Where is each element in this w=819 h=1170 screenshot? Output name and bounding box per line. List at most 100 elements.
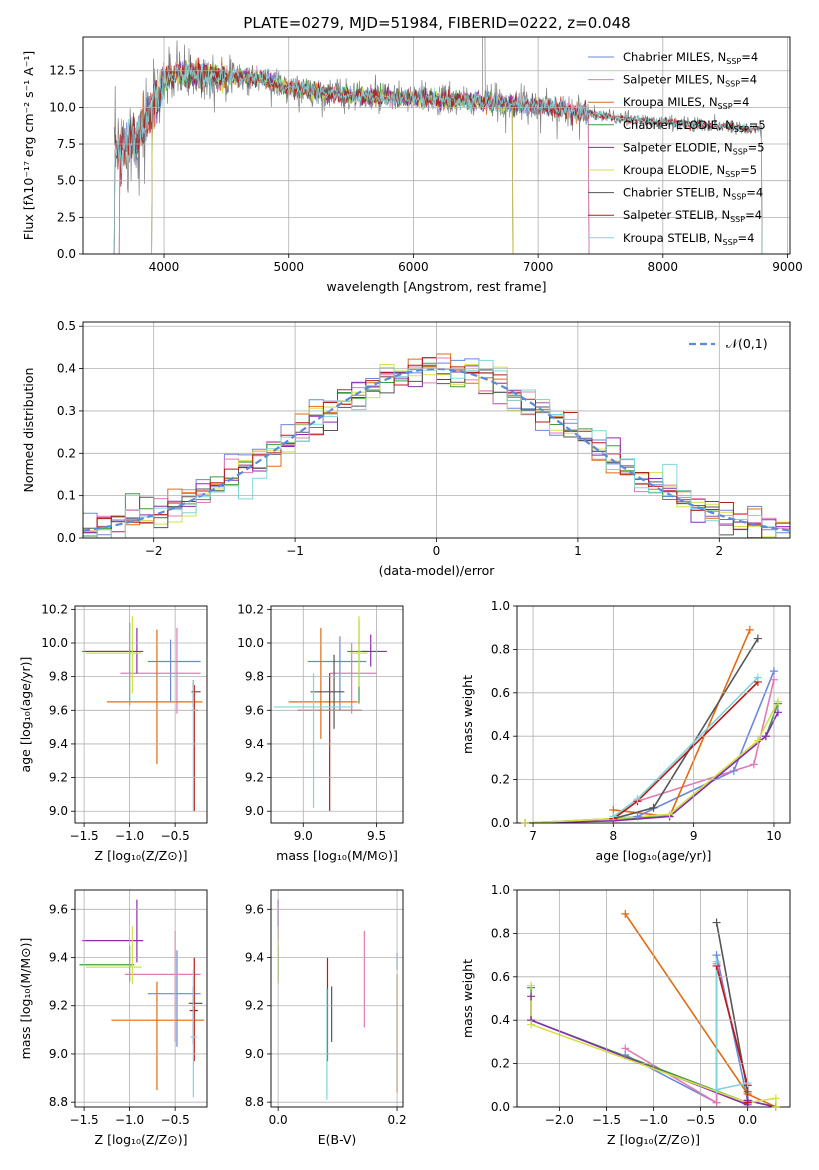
y-tick-label: 0.6 xyxy=(491,686,510,700)
mass-weight-marker xyxy=(773,708,782,717)
mass-weight-marker xyxy=(527,992,536,1001)
y-tick-label: 0.2 xyxy=(491,773,510,787)
y-tick-label: 9.0 xyxy=(245,1047,264,1061)
y-tick-label: 9.6 xyxy=(245,902,264,916)
x-tick-label: 5000 xyxy=(273,260,304,274)
x-tick-label: 7 xyxy=(529,829,537,843)
y-tick-label: 0.5 xyxy=(57,319,76,333)
y-axis-label: mass weight xyxy=(460,675,475,754)
y-tick-label: 0.0 xyxy=(57,531,76,545)
y-axis-label: age [log₁₀(age/yr)] xyxy=(18,657,33,773)
mass-weight-marker xyxy=(712,1098,721,1107)
x-tick-label: −1.5 xyxy=(70,1113,99,1127)
y-axis-label: Normed distribution xyxy=(21,368,36,493)
plot-area xyxy=(79,899,205,1098)
y-tick-label: 9.2 xyxy=(49,999,68,1013)
mass-weight-marker xyxy=(633,795,642,804)
y-tick-label: 9.2 xyxy=(245,999,264,1013)
mass-weight-marker xyxy=(729,766,738,775)
x-tick-label: −2 xyxy=(145,544,163,558)
mass-weight-marker xyxy=(712,918,721,927)
x-tick-label: −0.5 xyxy=(161,1113,190,1127)
axes-frame xyxy=(270,605,404,824)
x-tick-label: 4000 xyxy=(149,260,180,274)
y-tick-label: 9.6 xyxy=(49,902,68,916)
x-tick-label: −1.5 xyxy=(70,829,99,843)
y-axis-label: Flux [fλ10⁻¹⁷ erg cm⁻² s⁻¹ A⁻¹] xyxy=(21,51,36,240)
y-tick-label: 10.2 xyxy=(237,602,264,616)
mass-weight-marker xyxy=(665,810,674,819)
y-tick-label: 9.4 xyxy=(49,951,68,965)
legend-entry: Kroupa ELODIE, NSSP=5 xyxy=(623,163,757,179)
y-tick-label: 1.0 xyxy=(491,599,510,613)
y-tick-label: 9.2 xyxy=(245,771,264,785)
x-axis-label: E(B-V) xyxy=(318,1132,357,1147)
x-tick-label: −0.5 xyxy=(161,829,190,843)
panel-residuals: −2 −1 0 1 2 0.0 0.1 0.2 0.3 0.4 0.5 (data-model)/er… xyxy=(21,319,791,578)
x-tick-label: −1.0 xyxy=(115,1113,144,1127)
y-tick-label: 0.4 xyxy=(57,362,76,376)
mass-weight-marker xyxy=(521,819,530,827)
x-tick-label: 9.0 xyxy=(294,829,313,843)
axes-frame xyxy=(74,889,208,1108)
x-tick-label: 1 xyxy=(574,544,582,558)
axes-frame xyxy=(516,889,791,1108)
x-tick-label: 8000 xyxy=(648,260,679,274)
mass-weight-marker xyxy=(712,1085,721,1094)
y-tick-label: 1.0 xyxy=(491,883,510,897)
mass-weight-marker xyxy=(712,957,721,966)
legend-entry: Kroupa MILES, NSSP=4 xyxy=(623,95,749,111)
y-tick-label: 0.4 xyxy=(491,1013,510,1027)
x-axis-label: mass [log₁₀(M/M⊙)] xyxy=(276,848,398,863)
y-tick-label: 9.4 xyxy=(245,737,264,751)
y-tick-label: 8.8 xyxy=(49,1095,68,1109)
y-tick-label: 9.6 xyxy=(49,703,68,717)
x-axis-label: wavelength [Angstrom, rest frame] xyxy=(326,279,546,294)
x-tick-label: 0 xyxy=(433,544,441,558)
panel-mass_weight_vs_Z: −2.0 −1.5 −1.0 −0.5 0.0 0.0 0.2 0.4 0.6 0.8 1.0 Z [… xyxy=(460,883,791,1147)
mass-weight-marker xyxy=(621,1044,630,1053)
x-tick-label: 0.0 xyxy=(738,1113,757,1127)
panel-mass_vs_Z: −1.5 −1.0 −0.5 8.8 9.0 9.2 9.4 9.6 Z [log₁₀(Z/Z⊙… xyxy=(18,889,208,1147)
x-tick-label: 6000 xyxy=(398,260,429,274)
y-tick-label: 12.5 xyxy=(49,64,76,78)
x-axis-label: age [log₁₀(age/yr)] xyxy=(596,848,712,863)
plot-area xyxy=(277,899,398,1100)
y-tick-label: 0.6 xyxy=(491,970,510,984)
y-tick-label: 9.0 xyxy=(49,804,68,818)
y-tick-label: 0.4 xyxy=(491,729,510,743)
mass-weight-marker xyxy=(745,625,754,634)
legend-entry: Salpeter ELODIE, NSSP=5 xyxy=(623,140,765,156)
axes-frame xyxy=(82,36,791,255)
y-tick-label: 2.5 xyxy=(57,210,76,224)
x-tick-label: 9000 xyxy=(772,260,803,274)
x-tick-label: −1.0 xyxy=(639,1113,668,1127)
x-axis-label: Z [log₁₀(Z/Z⊙)] xyxy=(607,1132,700,1147)
legend-entry: Chabrier ELODIE, NSSP=5 xyxy=(623,118,766,134)
x-tick-label: −2.0 xyxy=(545,1113,574,1127)
x-tick-label: 2 xyxy=(715,544,723,558)
y-tick-label: 10.0 xyxy=(237,636,264,650)
mass-weight-line-kroupa-stelib xyxy=(612,677,759,818)
legend-entry: 𝒩(0,1) xyxy=(726,336,768,351)
mass-weight-marker xyxy=(621,909,630,918)
mass-weight-marker xyxy=(771,1094,780,1103)
mass-weight-marker xyxy=(649,803,658,812)
y-tick-label: 9.8 xyxy=(49,670,68,684)
plot-area xyxy=(273,616,387,812)
panel-mass_vs_ebv: 0.0 0.2 8.8 9.0 9.2 9.4 9.6 E(B-V) xyxy=(245,889,407,1147)
x-tick-label: 7000 xyxy=(523,260,554,274)
y-tick-label: 9.6 xyxy=(245,703,264,717)
x-tick-label: 0.0 xyxy=(269,1113,288,1127)
mass-weight-marker xyxy=(761,732,770,741)
x-axis-label: Z [log₁₀(Z/Z⊙)] xyxy=(95,1132,188,1147)
mass-weight-marker xyxy=(753,673,762,682)
y-tick-label: 0.8 xyxy=(491,642,510,656)
x-tick-label: 9.5 xyxy=(367,829,386,843)
mass-weight-line-salpeter-miles xyxy=(624,963,749,1105)
axes-frame xyxy=(82,321,791,539)
mass-weight-marker xyxy=(773,697,782,706)
x-tick-label: −1.0 xyxy=(115,829,144,843)
mass-weight-marker xyxy=(743,1098,752,1107)
